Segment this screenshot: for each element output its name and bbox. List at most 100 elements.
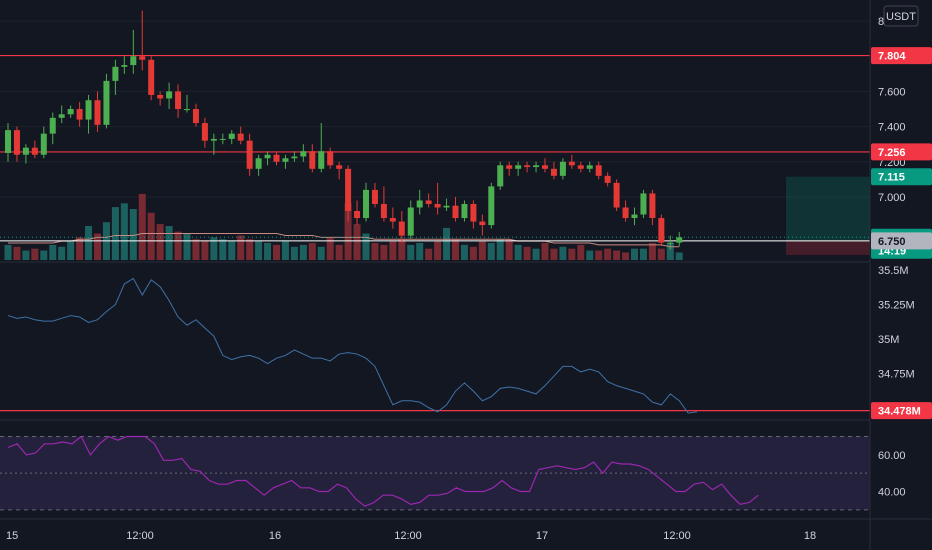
- volume-bar: [317, 246, 325, 260]
- position-box[interactable]: [786, 176, 870, 255]
- volume-bar: [452, 239, 459, 260]
- candle-body: [577, 165, 584, 169]
- x-axis[interactable]: 15 12:00 16 12:00 17 12:00 18: [6, 530, 816, 542]
- candle-body: [139, 56, 146, 60]
- candle-body: [524, 165, 531, 168]
- volume-bar: [264, 243, 272, 260]
- candle-body: [327, 151, 334, 166]
- position-loss-zone[interactable]: [786, 240, 870, 255]
- price-tag: 7.256: [871, 143, 932, 161]
- candle-body: [148, 59, 155, 95]
- candle-body: [309, 151, 316, 169]
- candle-body: [622, 207, 629, 219]
- volume-bar: [237, 235, 245, 260]
- price-tag: 6.750: [871, 232, 932, 250]
- volume-bar: [505, 239, 513, 260]
- y-axis-tick-label: 7.400: [878, 122, 906, 134]
- candle-body: [121, 65, 128, 67]
- candle-body: [506, 165, 513, 169]
- volume-bar: [192, 239, 200, 260]
- volume-bar: [281, 241, 289, 260]
- volume-bar: [165, 226, 173, 260]
- volume-bar: [622, 252, 630, 260]
- price-horizontal-lines[interactable]: [0, 54, 870, 242]
- candle-body: [443, 205, 450, 208]
- volume-bar: [308, 243, 316, 260]
- indicator-line: [7, 277, 698, 414]
- x-axis-tick-label: 18: [804, 530, 816, 542]
- price-tag-label: 7.115: [878, 172, 905, 184]
- candle-body: [67, 109, 74, 115]
- volume-bar: [94, 233, 101, 260]
- price-tag: 34.478M: [871, 402, 932, 420]
- candle-body: [76, 109, 83, 120]
- candle-body: [371, 189, 378, 204]
- position-profit-zone[interactable]: [786, 176, 870, 241]
- candle-body: [640, 193, 647, 215]
- price-tag-bg: [871, 47, 932, 65]
- candle-body: [282, 158, 289, 162]
- price-pane[interactable]: [0, 10, 870, 260]
- volume-bar: [228, 241, 236, 260]
- y-axis-tick-label: 35.25M: [878, 300, 915, 312]
- candle-body: [389, 218, 396, 222]
- candle-body: [166, 91, 173, 99]
- x-axis-tick-label: 12:00: [394, 530, 422, 542]
- candle-body: [291, 156, 298, 159]
- volume-bar: [111, 207, 119, 260]
- volume-bar: [210, 237, 218, 260]
- candle-body: [192, 109, 199, 124]
- volume-bar: [138, 193, 146, 260]
- y-axis[interactable]: 8.0007.6007.4007.2007.00035.5M35.25M35M3…: [878, 16, 915, 498]
- volume-bar: [40, 250, 48, 260]
- volume-bar: [344, 203, 352, 260]
- volume-bar: [523, 246, 531, 260]
- volume-bar: [487, 243, 495, 260]
- rsi-pane[interactable]: [0, 435, 870, 511]
- volume-bar: [120, 203, 128, 260]
- volume-bar: [67, 241, 75, 260]
- candle-body: [434, 203, 441, 208]
- volume-bar: [389, 241, 397, 260]
- candle-body: [407, 207, 414, 236]
- candle-body: [130, 56, 137, 66]
- volume-bar: [129, 209, 137, 260]
- candle-body: [613, 182, 620, 208]
- candle-body: [649, 193, 656, 219]
- candle-body: [112, 66, 119, 81]
- candle-body: [604, 175, 611, 183]
- volume-bar: [13, 246, 21, 260]
- candle-body: [568, 161, 575, 166]
- candle-body: [228, 133, 235, 139]
- price-tag-label: 6.750: [878, 236, 906, 248]
- candle-body: [533, 165, 540, 168]
- candle-body: [273, 154, 280, 162]
- price-tag-label: 34.478M: [878, 406, 921, 418]
- candle-body: [210, 138, 217, 141]
- currency-button[interactable]: USDT: [883, 5, 919, 27]
- indicator-pane[interactable]: [0, 277, 870, 414]
- y-axis-tick-label: 7.000: [878, 192, 906, 204]
- candle-body: [246, 140, 253, 169]
- candle-body: [94, 100, 101, 125]
- volume-bar: [246, 239, 254, 260]
- candle-body: [40, 133, 47, 155]
- candle-body: [398, 221, 405, 236]
- volume-bar: [666, 243, 674, 260]
- candle-body: [595, 165, 602, 176]
- volume-bar: [31, 248, 39, 260]
- candle-body: [542, 165, 548, 169]
- volume-bar: [22, 250, 30, 260]
- candle-body: [175, 91, 182, 110]
- volume-bar: [273, 244, 280, 260]
- y-axis-tick-label: 7.600: [878, 86, 906, 98]
- volume-bar: [255, 241, 263, 260]
- x-axis-tick-label: 15: [6, 530, 18, 542]
- volume-bar: [416, 243, 424, 260]
- price-tag-label: 7.256: [878, 147, 906, 159]
- volume-bar: [568, 248, 576, 260]
- candle-body: [5, 130, 11, 153]
- volume-bar: [675, 252, 683, 260]
- candle-body: [461, 203, 468, 219]
